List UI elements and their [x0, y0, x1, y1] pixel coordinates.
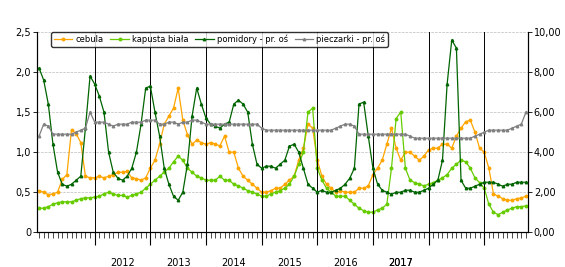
Text: 2017: 2017: [388, 258, 413, 267]
Text: 2012: 2012: [110, 258, 135, 267]
Legend: cebula, kapusta biała, pomidory - pr. oś, pieczarki - pr. oś: cebula, kapusta biała, pomidory - pr. oś…: [51, 32, 388, 46]
Text: 2016: 2016: [333, 258, 358, 267]
Text: 2017: 2017: [388, 258, 413, 267]
Text: 2015: 2015: [277, 258, 302, 267]
Text: 2013: 2013: [166, 258, 190, 267]
Text: 2014: 2014: [221, 258, 246, 267]
